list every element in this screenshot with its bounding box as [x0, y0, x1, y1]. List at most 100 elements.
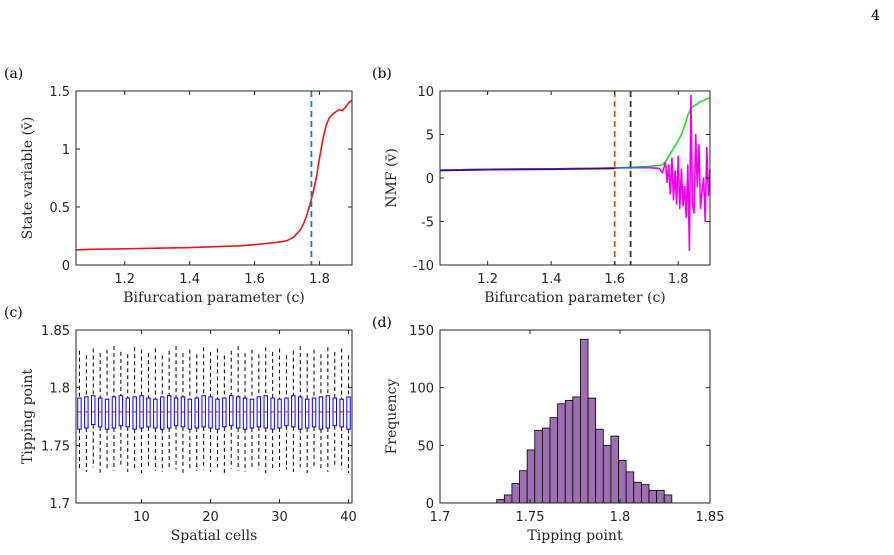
y-tick-label: 1.5 [49, 85, 70, 100]
series-line [439, 97, 711, 171]
panel-d [439, 329, 711, 504]
x-tick-label: 1.4 [541, 272, 562, 287]
axes-frame [439, 329, 711, 504]
box [201, 395, 206, 428]
x-tick-label: 1.8 [610, 510, 631, 525]
box [215, 398, 220, 430]
x-tick-label: 1.8 [668, 272, 689, 287]
box [346, 396, 351, 430]
x-tick-label: 1.2 [477, 272, 498, 287]
y-axis-label: Frequency [384, 379, 400, 455]
x-axis-label: Bifurcation parameter (c) [123, 290, 305, 306]
histogram-bar [580, 338, 589, 504]
series-line [75, 99, 353, 251]
box [235, 396, 241, 429]
box [208, 396, 213, 429]
panel-label: (d) [372, 315, 392, 331]
histogram-bar [595, 428, 604, 504]
y-tick-label: 1.75 [41, 439, 70, 454]
axes-frame [75, 90, 353, 266]
histogram-bar [587, 397, 597, 504]
histogram-bar [648, 489, 657, 504]
box [84, 396, 89, 429]
x-tick-label: 1.6 [604, 272, 625, 287]
box [194, 397, 199, 429]
x-axis-label: Bifurcation parameter (c) [484, 290, 666, 306]
x-axis-label: Tipping point [527, 528, 623, 544]
box [118, 395, 124, 427]
y-tick-label: -5 [421, 216, 434, 231]
histogram-bar [541, 427, 551, 504]
histogram-bar [618, 459, 627, 504]
x-tick-label: 1.7 [430, 510, 451, 525]
histogram-bar [564, 399, 574, 504]
y-tick-label: 1 [62, 143, 70, 158]
y-axis-label: NMF (v̄) [384, 148, 400, 208]
box [291, 395, 296, 428]
histogram-bar [503, 494, 513, 504]
y-tick-label: 50 [417, 439, 434, 454]
box [104, 398, 110, 430]
histogram-bar [534, 429, 543, 504]
box [77, 397, 82, 430]
panel-label: (b) [372, 66, 392, 82]
box [339, 398, 344, 428]
box [146, 397, 151, 428]
x-tick-label: 30 [271, 510, 288, 525]
box [160, 396, 165, 430]
box [97, 397, 103, 428]
box [311, 397, 317, 428]
y-tick-label: 100 [409, 382, 434, 397]
y-tick-label: 0.5 [49, 201, 70, 216]
box [318, 396, 324, 430]
histogram-bar [640, 484, 650, 504]
x-tick-label: 1.4 [179, 272, 200, 287]
y-axis-label: State variable (v̄) [20, 117, 36, 240]
panel-a [75, 90, 353, 266]
box [277, 398, 282, 429]
x-tick-label: 1.85 [696, 510, 725, 525]
box [304, 398, 310, 429]
y-tick-label: 150 [409, 324, 434, 339]
series-line [439, 167, 615, 172]
axes-frame [75, 329, 353, 504]
x-tick-label: 1.8 [309, 272, 330, 287]
y-tick-label: -10 [413, 259, 434, 274]
box [242, 397, 248, 430]
x-tick-label: 40 [340, 510, 357, 525]
histogram-bar [610, 435, 619, 504]
histogram-bar [496, 499, 505, 504]
page-number: 4 [871, 8, 880, 24]
x-tick-label: 10 [133, 510, 150, 525]
panel-label: (a) [4, 66, 23, 82]
x-tick-label: 20 [202, 510, 219, 525]
x-tick-label: 1.75 [516, 510, 545, 525]
y-tick-label: 0 [426, 497, 434, 512]
x-tick-label: 1.2 [114, 272, 135, 287]
y-tick-label: 1.7 [49, 497, 70, 512]
box [132, 396, 137, 430]
box [222, 397, 227, 428]
histogram-bar [656, 489, 665, 504]
histogram-bar [526, 449, 536, 504]
panel-label: (c) [4, 305, 23, 321]
box [187, 398, 193, 430]
box [125, 397, 130, 428]
histogram-bar [663, 494, 673, 504]
histogram-bar [519, 470, 528, 504]
y-axis-label: Tipping point [20, 369, 36, 465]
y-tick-label: 10 [417, 85, 434, 100]
histogram-bar [625, 471, 635, 504]
y-tick-label: 5 [426, 129, 434, 144]
x-tick-label: 1.6 [244, 272, 265, 287]
panel-b [439, 90, 711, 266]
series-line [439, 94, 711, 251]
box [249, 398, 255, 429]
box [111, 396, 117, 429]
histogram-bar [602, 444, 612, 504]
panel-c [75, 329, 353, 504]
y-tick-label: 0 [62, 259, 70, 274]
box [298, 396, 303, 430]
x-axis-label: Spatial cells [171, 528, 258, 544]
